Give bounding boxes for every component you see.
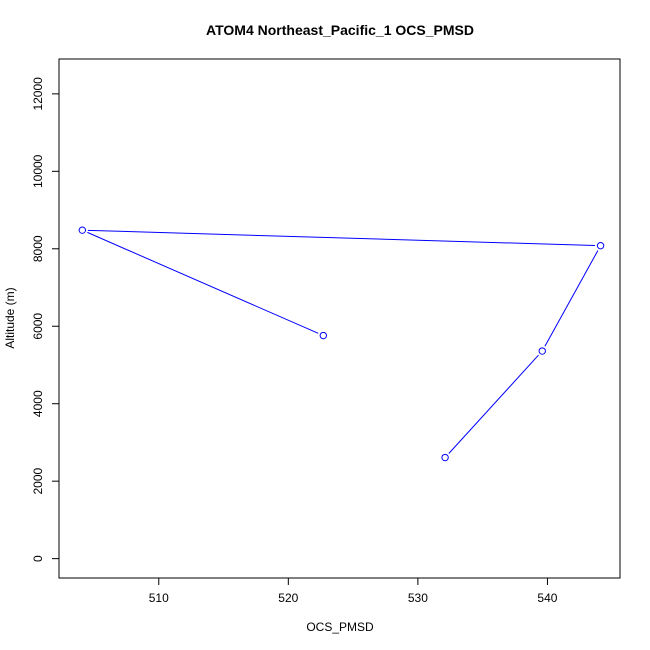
x-axis: 510 520 530 540 bbox=[149, 577, 558, 605]
chart-title: ATOM4 Northeast_Pacific_1 OCS_PMSD bbox=[206, 22, 474, 38]
data-point bbox=[319, 331, 328, 340]
x-tick-label: 520 bbox=[278, 591, 298, 605]
y-tick-label: 8000 bbox=[31, 235, 45, 262]
y-tick-label: 4000 bbox=[31, 390, 45, 417]
y-tick-label: 10000 bbox=[31, 154, 45, 188]
series-line-segment bbox=[87, 231, 319, 334]
y-tick-label: 0 bbox=[31, 555, 45, 562]
x-tick-label: 540 bbox=[537, 591, 557, 605]
plot-frame bbox=[58, 58, 621, 579]
data-point bbox=[596, 241, 605, 250]
data-point bbox=[78, 226, 87, 234]
x-tick-label: 510 bbox=[149, 591, 169, 605]
data-point bbox=[441, 453, 449, 462]
y-tick-label: 6000 bbox=[31, 313, 45, 340]
x-axis-label: OCS_PMSD bbox=[306, 620, 374, 634]
y-tick-label: 2000 bbox=[31, 468, 45, 495]
series-line-segment bbox=[544, 250, 599, 347]
series-line-segment bbox=[87, 229, 596, 247]
data-point bbox=[538, 347, 546, 355]
y-tick-label: 12000 bbox=[31, 77, 45, 111]
y-axis-label: Altitude (m) bbox=[3, 287, 17, 348]
series-line-segment bbox=[448, 354, 539, 454]
x-tick-label: 530 bbox=[408, 591, 428, 605]
series-layer bbox=[78, 226, 605, 462]
y-axis: 0 2000 4000 6000 8000 10000 12000 bbox=[31, 77, 60, 562]
